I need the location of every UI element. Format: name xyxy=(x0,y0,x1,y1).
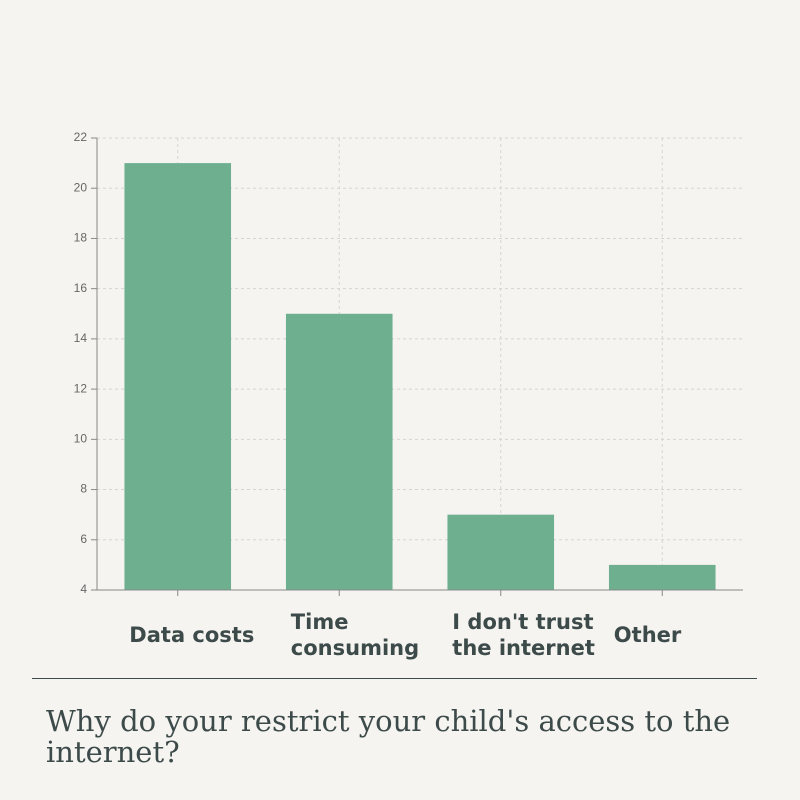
x-tick-label: Time consuming xyxy=(290,610,420,660)
bar xyxy=(608,564,716,590)
y-tick-label: 12 xyxy=(74,381,88,395)
bar xyxy=(124,163,232,590)
x-tick-label: Data costs xyxy=(129,623,255,647)
bar xyxy=(285,313,393,590)
y-tick-label: 20 xyxy=(74,180,88,194)
y-tick-label: 6 xyxy=(80,532,87,546)
y-tick-label: 14 xyxy=(74,331,88,345)
bar xyxy=(447,514,555,590)
x-tick-label: I don't trust the internet xyxy=(452,610,595,660)
y-tick-label: 8 xyxy=(80,482,87,496)
chart-title: Why do your restrict your child's access… xyxy=(46,704,731,769)
x-tick-label: Other xyxy=(613,623,682,647)
y-tick-label: 10 xyxy=(74,432,88,446)
y-tick-label: 4 xyxy=(80,582,87,596)
y-tick-label: 22 xyxy=(74,130,88,144)
y-tick-label: 16 xyxy=(74,281,88,295)
y-tick-label: 18 xyxy=(74,231,88,245)
divider xyxy=(32,678,757,679)
